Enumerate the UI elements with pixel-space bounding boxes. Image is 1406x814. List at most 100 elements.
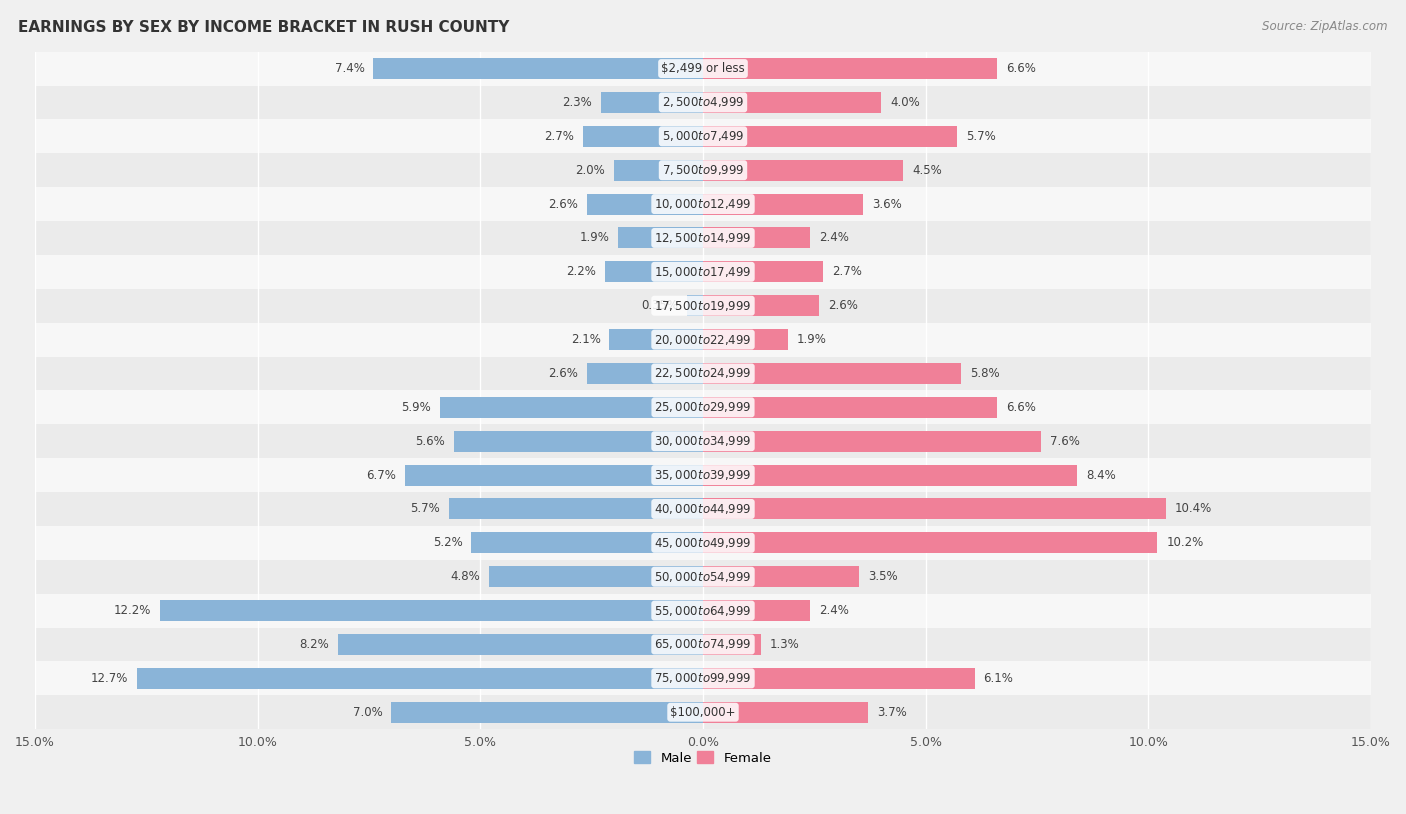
Bar (440, 397, 703, 418)
Text: 5.7%: 5.7% (966, 129, 995, 142)
Text: EARNINGS BY SEX BY INCOME BRACKET IN RUSH COUNTY: EARNINGS BY SEX BY INCOME BRACKET IN RUS… (18, 20, 509, 35)
Text: 2.7%: 2.7% (832, 265, 862, 278)
Text: $25,000 to $29,999: $25,000 to $29,999 (654, 400, 752, 414)
Text: $10,000 to $12,499: $10,000 to $12,499 (654, 197, 752, 211)
Text: 5.2%: 5.2% (433, 536, 463, 549)
Text: $7,500 to $9,999: $7,500 to $9,999 (662, 163, 744, 177)
Text: $15,000 to $17,499: $15,000 to $17,499 (654, 265, 752, 279)
Bar (703, 532, 1157, 554)
Text: $22,500 to $24,999: $22,500 to $24,999 (654, 366, 752, 380)
Bar (703, 667, 974, 689)
Bar (471, 532, 703, 554)
Text: 6.7%: 6.7% (366, 469, 395, 482)
Text: 2.0%: 2.0% (575, 164, 605, 177)
Bar (35, 322, 1371, 357)
Bar (588, 363, 703, 384)
Text: 2.4%: 2.4% (818, 231, 849, 244)
Bar (582, 126, 703, 147)
Text: $2,500 to $4,999: $2,500 to $4,999 (662, 95, 744, 109)
Bar (703, 126, 957, 147)
Bar (35, 424, 1371, 458)
Bar (35, 221, 1371, 255)
Bar (35, 255, 1371, 289)
Bar (35, 51, 1371, 85)
Text: 6.6%: 6.6% (1005, 400, 1036, 414)
Text: $40,000 to $44,999: $40,000 to $44,999 (654, 502, 752, 516)
Bar (703, 397, 997, 418)
Bar (35, 695, 1371, 729)
Bar (619, 227, 703, 248)
Bar (703, 194, 863, 215)
Bar (35, 357, 1371, 391)
Bar (35, 458, 1371, 492)
Text: $65,000 to $74,999: $65,000 to $74,999 (654, 637, 752, 651)
Bar (35, 187, 1371, 221)
Text: 2.1%: 2.1% (571, 333, 600, 346)
Text: $35,000 to $39,999: $35,000 to $39,999 (654, 468, 752, 482)
Bar (35, 662, 1371, 695)
Text: $55,000 to $64,999: $55,000 to $64,999 (654, 604, 752, 618)
Text: 2.4%: 2.4% (818, 604, 849, 617)
Text: 4.5%: 4.5% (912, 164, 942, 177)
Bar (35, 153, 1371, 187)
Text: 12.7%: 12.7% (91, 672, 128, 685)
Bar (703, 295, 818, 316)
Bar (703, 465, 1077, 486)
Bar (703, 600, 810, 621)
Bar (35, 492, 1371, 526)
Bar (35, 593, 1371, 628)
Text: Source: ZipAtlas.com: Source: ZipAtlas.com (1263, 20, 1388, 33)
Bar (703, 634, 761, 655)
Text: 12.2%: 12.2% (114, 604, 150, 617)
Text: 8.4%: 8.4% (1085, 469, 1116, 482)
Text: 10.2%: 10.2% (1166, 536, 1204, 549)
Text: 4.8%: 4.8% (450, 571, 481, 583)
Text: 3.6%: 3.6% (872, 198, 903, 211)
Text: 8.2%: 8.2% (299, 638, 329, 651)
Text: $30,000 to $34,999: $30,000 to $34,999 (654, 434, 752, 449)
Text: 3.7%: 3.7% (877, 706, 907, 719)
Text: 7.6%: 7.6% (1050, 435, 1080, 448)
Text: $50,000 to $54,999: $50,000 to $54,999 (654, 570, 752, 584)
Bar (35, 628, 1371, 662)
Bar (703, 227, 810, 248)
Bar (703, 702, 868, 723)
Bar (703, 92, 882, 113)
Text: 4.0%: 4.0% (890, 96, 920, 109)
Bar (35, 120, 1371, 153)
Bar (374, 58, 703, 79)
Bar (35, 391, 1371, 424)
Text: 5.9%: 5.9% (402, 400, 432, 414)
Bar (614, 160, 703, 181)
Bar (703, 431, 1042, 452)
Text: 5.7%: 5.7% (411, 502, 440, 515)
Bar (688, 295, 703, 316)
Text: 2.7%: 2.7% (544, 129, 574, 142)
Text: 6.6%: 6.6% (1005, 62, 1036, 75)
Text: $20,000 to $22,499: $20,000 to $22,499 (654, 333, 752, 347)
Bar (703, 329, 787, 350)
Bar (35, 560, 1371, 593)
Bar (600, 92, 703, 113)
Bar (703, 567, 859, 587)
Legend: Male, Female: Male, Female (628, 746, 778, 770)
Bar (588, 194, 703, 215)
Text: 1.9%: 1.9% (579, 231, 609, 244)
Bar (703, 58, 997, 79)
Text: 2.6%: 2.6% (828, 300, 858, 313)
Text: $5,000 to $7,499: $5,000 to $7,499 (662, 129, 744, 143)
Text: $75,000 to $99,999: $75,000 to $99,999 (654, 672, 752, 685)
Text: 2.6%: 2.6% (548, 367, 578, 380)
Text: 10.4%: 10.4% (1175, 502, 1212, 515)
Bar (35, 526, 1371, 560)
Text: 7.4%: 7.4% (335, 62, 364, 75)
Text: 2.6%: 2.6% (548, 198, 578, 211)
Text: 5.8%: 5.8% (970, 367, 1000, 380)
Bar (454, 431, 703, 452)
Bar (609, 329, 703, 350)
Bar (405, 465, 703, 486)
Bar (337, 634, 703, 655)
Bar (489, 567, 703, 587)
Bar (35, 289, 1371, 322)
Bar (449, 498, 703, 519)
